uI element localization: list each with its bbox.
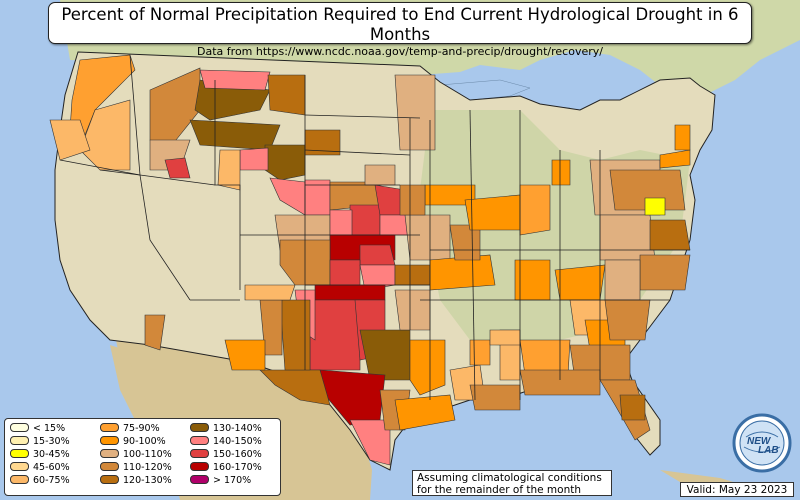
legend-swatch	[10, 449, 29, 458]
legend-item: 150-160%	[190, 448, 262, 461]
legend-swatch	[10, 475, 29, 484]
legend-item: 30-45%	[10, 448, 70, 461]
title-box: Percent of Normal Precipitation Required…	[48, 2, 752, 58]
legend-item: 130-140%	[190, 422, 262, 435]
legend-item: 100-110%	[100, 448, 172, 461]
legend-item: > 170%	[190, 474, 251, 487]
legend-item: 75-90%	[100, 422, 160, 435]
legend-item: 140-150%	[190, 435, 262, 448]
legend-swatch	[190, 423, 209, 432]
logo-text-new: NEW	[747, 436, 772, 447]
legend-item: 160-170%	[190, 461, 262, 474]
legend-swatch	[190, 449, 209, 458]
legend-swatch	[100, 475, 119, 484]
note-line-2: for the remainder of the month	[417, 484, 582, 496]
note-line-1: Assuming climatological conditions	[417, 472, 602, 484]
legend-item: 60-75%	[10, 474, 70, 487]
legend-item: 45-60%	[10, 461, 70, 474]
legend-swatch	[100, 462, 119, 471]
legend-swatch	[190, 436, 209, 445]
legend-item: 90-100%	[100, 435, 166, 448]
state-borders	[59, 54, 690, 401]
map-subtitle: Data from https://www.ncdc.noaa.gov/temp…	[197, 45, 603, 58]
legend-swatch	[10, 462, 29, 471]
legend-item: 120-130%	[100, 474, 172, 487]
climatology-note: Assuming climatological conditions for t…	[412, 470, 612, 496]
legend-swatch	[100, 423, 119, 432]
globe-logo-icon: NEW LAB	[732, 413, 792, 473]
legend: < 15% 15-30% 30-45% 45-60% 60-75% 75-90%…	[4, 418, 281, 496]
drought-regions	[49, 54, 691, 466]
valid-date: Valid: May 23 2023	[680, 482, 794, 497]
legend-swatch	[100, 449, 119, 458]
legend-swatch	[10, 436, 29, 445]
legend-item: 110-120%	[100, 461, 172, 474]
logo-text-lab: LAB	[758, 445, 779, 456]
legend-item: 15-30%	[10, 435, 70, 448]
legend-swatch	[100, 436, 119, 445]
map-title: Percent of Normal Precipitation Required…	[61, 5, 739, 44]
legend-swatch	[190, 462, 209, 471]
legend-swatch	[10, 423, 29, 432]
legend-swatch	[190, 475, 209, 484]
legend-item: < 15%	[10, 422, 65, 435]
